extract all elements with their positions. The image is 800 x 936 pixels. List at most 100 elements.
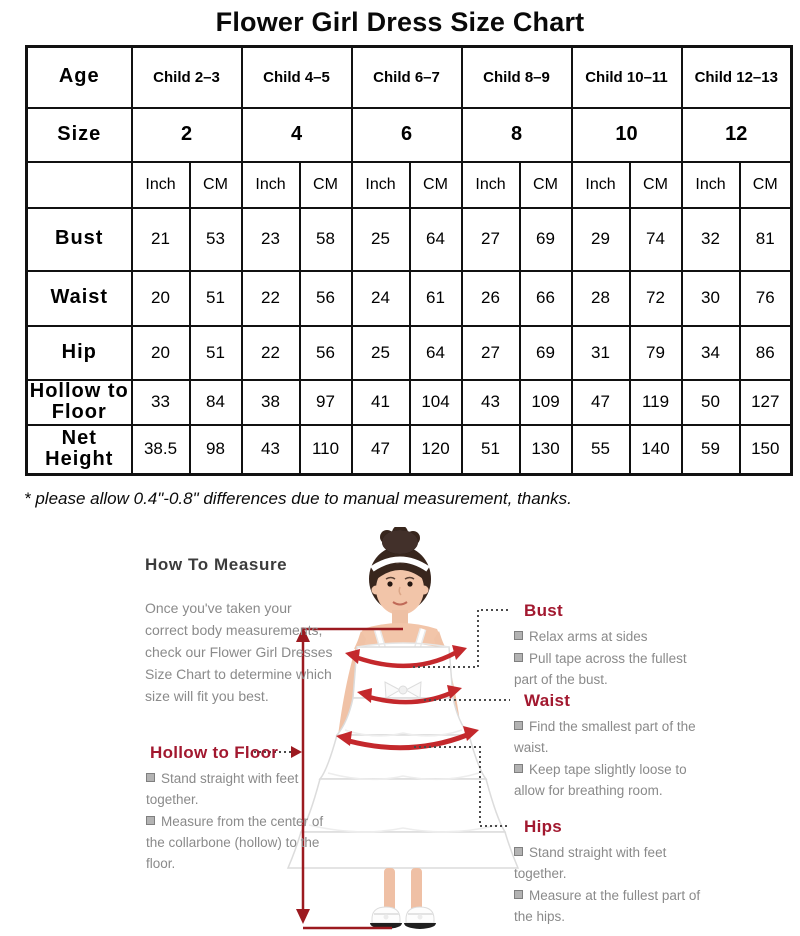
hollow-label: Hollow to Floor — [150, 743, 279, 762]
measurement-value: 81 — [738, 206, 793, 272]
unit-header-inch: Inch — [460, 160, 521, 209]
hips-label: Hips — [524, 817, 563, 836]
size-value: 12 — [680, 106, 793, 163]
measurement-value: 26 — [460, 269, 521, 327]
measurement-value: 69 — [518, 206, 573, 272]
measurement-value: 27 — [460, 206, 521, 272]
measure-intro: Once you've taken your correct body meas… — [145, 600, 333, 704]
measurement-value: 86 — [738, 324, 793, 381]
age-row-label: Age — [25, 45, 133, 109]
unit-header-inch: Inch — [570, 160, 631, 209]
measurement-value: 38.5 — [130, 423, 191, 476]
measure-row-label: Waist — [25, 269, 133, 327]
table-row: Net Height 38.5 98 43 110 47 120 51 130 55 140 59 15… — [25, 423, 793, 476]
arrow-down-icon — [296, 909, 310, 924]
measurement-value: 22 — [240, 324, 301, 381]
measurement-note: * please allow 0.4"-0.8" differences due… — [24, 489, 572, 509]
measure-tip: Stand straight with feet together. — [514, 845, 667, 881]
measurement-value: 150 — [738, 423, 793, 476]
measure-row-label: Bust — [25, 206, 133, 272]
measurement-value: 50 — [680, 378, 741, 426]
measurement-value: 127 — [738, 378, 793, 426]
measurement-value: 56 — [298, 269, 353, 327]
size-value: 4 — [240, 106, 353, 163]
bullet-square-icon — [514, 764, 523, 773]
measure-row-label: Hollow to Floor — [25, 378, 133, 426]
size-value: 6 — [350, 106, 463, 163]
waist-arrow — [357, 685, 462, 705]
bullet-square-icon — [514, 890, 523, 899]
measurement-value: 69 — [518, 324, 573, 381]
measurement-value: 51 — [188, 269, 243, 327]
measurement-value: 53 — [188, 206, 243, 272]
measurement-value: 51 — [188, 324, 243, 381]
bullet-square-icon — [146, 773, 155, 782]
size-row-label: Size — [25, 106, 133, 163]
waist-instructions: Waist Find the smallest part of the waist… — [514, 691, 706, 802]
measurement-value: 119 — [628, 378, 683, 426]
age-group-header: Child 12–13 — [680, 45, 793, 109]
measurement-value: 21 — [130, 206, 191, 272]
measurement-value: 66 — [518, 269, 573, 327]
bullet-square-icon — [514, 631, 523, 640]
measurement-value: 72 — [628, 269, 683, 327]
measurement-value: 25 — [350, 206, 411, 272]
measurement-value: 31 — [570, 324, 631, 381]
measurement-value: 27 — [460, 324, 521, 381]
measurement-value: 120 — [408, 423, 463, 476]
measurement-value: 55 — [570, 423, 631, 476]
size-value: 8 — [460, 106, 573, 163]
measure-row-label: Net Height — [25, 423, 133, 476]
measurement-value: 30 — [680, 269, 741, 327]
measurement-value: 20 — [130, 269, 191, 327]
measurement-value: 104 — [408, 378, 463, 426]
measurement-value: 109 — [518, 378, 573, 426]
measurement-value: 140 — [628, 423, 683, 476]
bullet-square-icon — [514, 721, 523, 730]
size-value: 2 — [130, 106, 243, 163]
age-group-header: Child 2–3 — [130, 45, 243, 109]
how-to-measure-section: How To Measure Once you've taken your co… — [0, 527, 800, 936]
measurement-value: 43 — [240, 423, 301, 476]
measurement-value: 74 — [628, 206, 683, 272]
measurement-value: 64 — [408, 324, 463, 381]
table-row: Size 2 4 6 8 10 12 — [25, 106, 793, 163]
measurement-value: 98 — [188, 423, 243, 476]
age-group-header: Child 6–7 — [350, 45, 463, 109]
unit-header-cm: CM — [738, 160, 793, 209]
bullet-square-icon — [514, 653, 523, 662]
how-to-measure-heading: How To Measure — [145, 555, 288, 574]
measure-tip: Relax arms at sides — [514, 626, 706, 647]
measurement-value: 43 — [460, 378, 521, 426]
measurement-value: 22 — [240, 269, 301, 327]
measure-tip: Stand straight with feet together. — [146, 771, 299, 807]
unit-header-cm: CM — [188, 160, 243, 209]
page-title: Flower Girl Dress Size Chart — [215, 7, 585, 37]
measurement-value: 38 — [240, 378, 301, 426]
measurement-value: 47 — [570, 378, 631, 426]
empty-cell — [25, 160, 133, 209]
measurement-value: 28 — [570, 269, 631, 327]
measure-tip: Pull tape across the fullest part of the… — [514, 651, 687, 687]
unit-header-cm: CM — [298, 160, 353, 209]
table-row: Age Child 2–3 Child 4–5 Child 6–7 Child 8–9 C… — [25, 45, 793, 109]
measure-row-label: Hip — [25, 324, 133, 381]
unit-header-cm: CM — [408, 160, 463, 209]
measure-tip: Measure at the fullest part of the hips. — [514, 888, 701, 924]
waist-label: Waist — [524, 691, 571, 710]
measurement-value: 84 — [188, 378, 243, 426]
measurement-value: 47 — [350, 423, 411, 476]
leader-lines — [254, 609, 510, 827]
measurement-value: 61 — [408, 269, 463, 327]
measurement-value: 130 — [518, 423, 573, 476]
bullet-square-icon — [514, 847, 523, 856]
measurement-value: 32 — [680, 206, 741, 272]
hollow-to-floor-line — [296, 627, 403, 930]
headband — [370, 556, 430, 572]
measurement-value: 51 — [460, 423, 521, 476]
measurement-value: 41 — [350, 378, 411, 426]
bullet-square-icon — [146, 816, 155, 825]
measurement-value: 20 — [130, 324, 191, 381]
hollow-to-floor-instructions: Hollow to Floor Stand straight with feet … — [146, 743, 334, 875]
table-row: Inch CM Inch CM Inch CM Inch CM Inch CM Inch CM — [25, 160, 793, 209]
